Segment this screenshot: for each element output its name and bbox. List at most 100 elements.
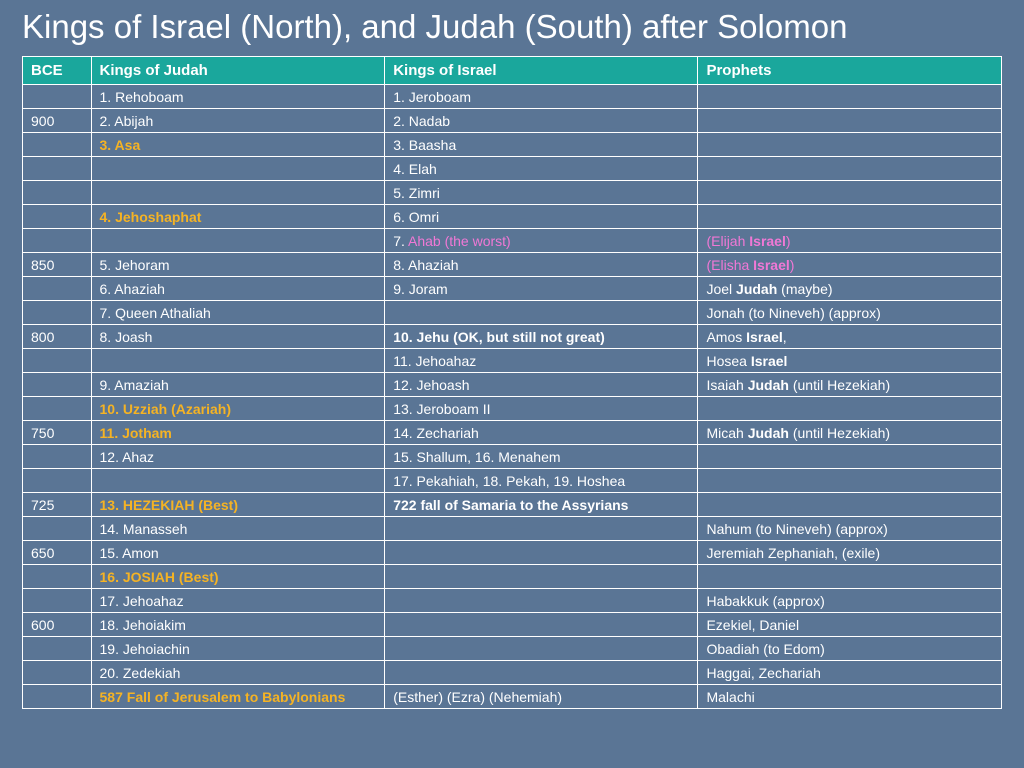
- table-row: 12. Ahaz15. Shallum, 16. Menahem: [23, 445, 1002, 469]
- cell-israel: 3. Baasha: [385, 133, 698, 157]
- cell-bce: [23, 397, 92, 421]
- cell-judah: 17. Jehoahaz: [91, 589, 385, 613]
- text-segment: Hosea: [706, 353, 750, 369]
- cell-judah: 5. Jehoram: [91, 253, 385, 277]
- cell-bce: [23, 205, 92, 229]
- cell-prophets: Habakkuk (approx): [698, 589, 1002, 613]
- cell-prophets: (Elisha Israel): [698, 253, 1002, 277]
- text-segment: 7.: [393, 233, 408, 249]
- kings-table: BCE Kings of Judah Kings of Israel Proph…: [22, 56, 1002, 709]
- text-segment: 16. JOSIAH (Best): [100, 569, 219, 585]
- cell-judah: 16. JOSIAH (Best): [91, 565, 385, 589]
- text-segment: Joel: [706, 281, 736, 297]
- cell-prophets: Micah Judah (until Hezekiah): [698, 421, 1002, 445]
- cell-judah: 14. Manasseh: [91, 517, 385, 541]
- cell-bce: 800: [23, 325, 92, 349]
- cell-bce: [23, 661, 92, 685]
- text-segment: 12. Ahaz: [100, 449, 155, 465]
- cell-bce: [23, 181, 92, 205]
- text-segment: Ahab (the worst): [408, 233, 511, 249]
- text-segment: 7. Queen Athaliah: [100, 305, 211, 321]
- cell-israel: [385, 637, 698, 661]
- cell-israel: (Esther) (Ezra) (Nehemiah): [385, 685, 698, 709]
- text-segment: 10. Jehu (OK, but still not great): [393, 329, 605, 345]
- cell-prophets: [698, 109, 1002, 133]
- table-body: 1. Rehoboam1. Jeroboam9002. Abijah2. Nad…: [23, 85, 1002, 709]
- cell-israel: 7. Ahab (the worst): [385, 229, 698, 253]
- text-segment: (Elisha: [706, 257, 753, 273]
- text-segment: 13. HEZEKIAH (Best): [100, 497, 238, 513]
- table-row: 16. JOSIAH (Best): [23, 565, 1002, 589]
- cell-israel: 2. Nadab: [385, 109, 698, 133]
- cell-bce: [23, 349, 92, 373]
- col-header-prophets: Prophets: [698, 57, 1002, 85]
- cell-judah: 19. Jehoiachin: [91, 637, 385, 661]
- cell-israel: 8. Ahaziah: [385, 253, 698, 277]
- cell-prophets: Isaiah Judah (until Hezekiah): [698, 373, 1002, 397]
- text-segment: 13. Jeroboam II: [393, 401, 490, 417]
- table-row: 72513. HEZEKIAH (Best)722 fall of Samari…: [23, 493, 1002, 517]
- text-segment: Israel: [746, 329, 783, 345]
- cell-prophets: [698, 181, 1002, 205]
- cell-prophets: Amos Israel,: [698, 325, 1002, 349]
- cell-israel: 1. Jeroboam: [385, 85, 698, 109]
- cell-prophets: [698, 85, 1002, 109]
- cell-judah: 18. Jehoiakim: [91, 613, 385, 637]
- text-segment: 11. Jehoahaz: [393, 353, 476, 369]
- cell-judah: 11. Jotham: [91, 421, 385, 445]
- text-segment: 8. Joash: [100, 329, 153, 345]
- cell-judah: 1. Rehoboam: [91, 85, 385, 109]
- text-segment: 20. Zedekiah: [100, 665, 181, 681]
- cell-bce: [23, 589, 92, 613]
- text-segment: Obadiah (to Edom): [706, 641, 824, 657]
- cell-prophets: Jeremiah Zephaniah, (exile): [698, 541, 1002, 565]
- cell-bce: [23, 301, 92, 325]
- slide-page: Kings of Israel (North), and Judah (Sout…: [0, 0, 1024, 768]
- cell-bce: [23, 517, 92, 541]
- text-segment: Malachi: [706, 689, 754, 705]
- text-segment: 4. Elah: [393, 161, 437, 177]
- cell-judah: [91, 157, 385, 181]
- text-segment: ): [790, 257, 795, 273]
- text-segment: Habakkuk (approx): [706, 593, 824, 609]
- cell-israel: 5. Zimri: [385, 181, 698, 205]
- cell-israel: 17. Pekahiah, 18. Pekah, 19. Hoshea: [385, 469, 698, 493]
- cell-prophets: [698, 445, 1002, 469]
- cell-judah: 4. Jehoshaphat: [91, 205, 385, 229]
- cell-prophets: [698, 469, 1002, 493]
- cell-bce: 725: [23, 493, 92, 517]
- text-segment: ): [786, 233, 791, 249]
- text-segment: 2. Abijah: [100, 113, 154, 129]
- text-segment: 3. Baasha: [393, 137, 456, 153]
- cell-judah: [91, 181, 385, 205]
- text-segment: Micah: [706, 425, 747, 441]
- cell-bce: [23, 133, 92, 157]
- cell-prophets: Obadiah (to Edom): [698, 637, 1002, 661]
- cell-prophets: [698, 133, 1002, 157]
- table-row: 14. Manasseh Nahum (to Nineveh) (approx): [23, 517, 1002, 541]
- text-segment: Israel: [753, 257, 790, 273]
- table-row: 11. JehoahazHosea Israel: [23, 349, 1002, 373]
- text-segment: (until Hezekiah): [789, 425, 890, 441]
- text-segment: 9. Joram: [393, 281, 447, 297]
- cell-israel: 13. Jeroboam II: [385, 397, 698, 421]
- text-segment: 4. Jehoshaphat: [100, 209, 202, 225]
- table-row: 17. Pekahiah, 18. Pekah, 19. Hoshea: [23, 469, 1002, 493]
- text-segment: Haggai, Zechariah: [706, 665, 820, 681]
- table-header-row: BCE Kings of Judah Kings of Israel Proph…: [23, 57, 1002, 85]
- col-header-bce: BCE: [23, 57, 92, 85]
- table-row: 587 Fall of Jerusalem to Babylonians (Est…: [23, 685, 1002, 709]
- text-segment: (Esther) (Ezra) (Nehemiah): [393, 689, 562, 705]
- table-row: 9. Amaziah12. JehoashIsaiah Judah (until…: [23, 373, 1002, 397]
- cell-israel: 4. Elah: [385, 157, 698, 181]
- table-row: 60018. JehoiakimEzekiel, Daniel: [23, 613, 1002, 637]
- cell-judah: 13. HEZEKIAH (Best): [91, 493, 385, 517]
- table-row: 65015. AmonJeremiah Zephaniah, (exile): [23, 541, 1002, 565]
- cell-prophets: Joel Judah (maybe): [698, 277, 1002, 301]
- cell-israel: 6. Omri: [385, 205, 698, 229]
- cell-bce: [23, 469, 92, 493]
- text-segment: 587 Fall of Jerusalem to Babylonians: [100, 689, 346, 705]
- cell-israel: [385, 613, 698, 637]
- table-row: 8505. Jehoram8. Ahaziah(Elisha Israel): [23, 253, 1002, 277]
- cell-prophets: Nahum (to Nineveh) (approx): [698, 517, 1002, 541]
